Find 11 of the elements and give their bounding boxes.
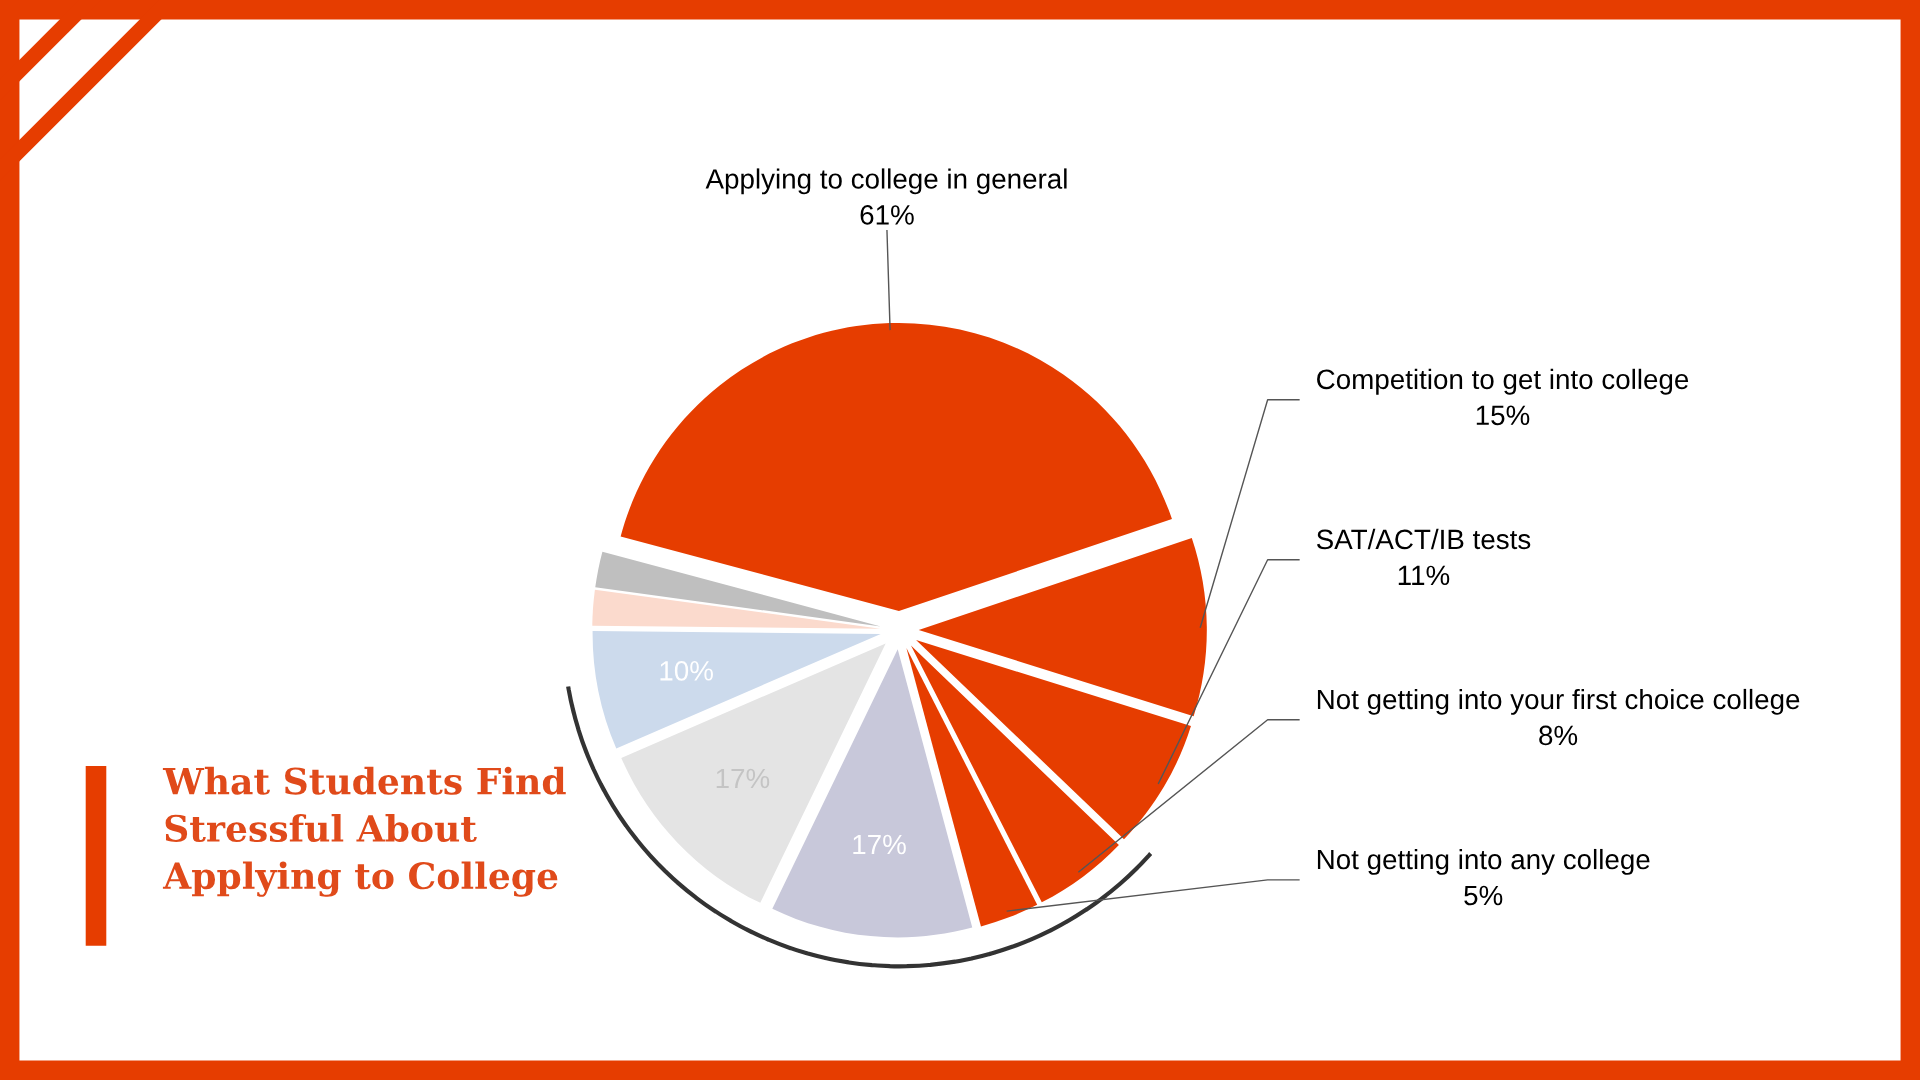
slice-label: Not getting into your first choice college xyxy=(1317,688,1800,715)
slice-label: Not getting into any college xyxy=(1317,848,1650,875)
data-label: 5% xyxy=(1464,885,1503,906)
text: What Students Find Stressful About Applying to College xyxy=(162,766,566,897)
slice-label: Competition to get into college xyxy=(1317,368,1689,395)
data-label: 15% xyxy=(1476,405,1530,426)
slice-label: SAT/ACT/IB tests xyxy=(1316,528,1531,550)
slice-label: Applying to college in general xyxy=(705,168,1067,195)
data-label: 61% xyxy=(860,205,914,225)
data-label: 11% xyxy=(1398,565,1450,586)
data-label: 8% xyxy=(1539,725,1578,746)
